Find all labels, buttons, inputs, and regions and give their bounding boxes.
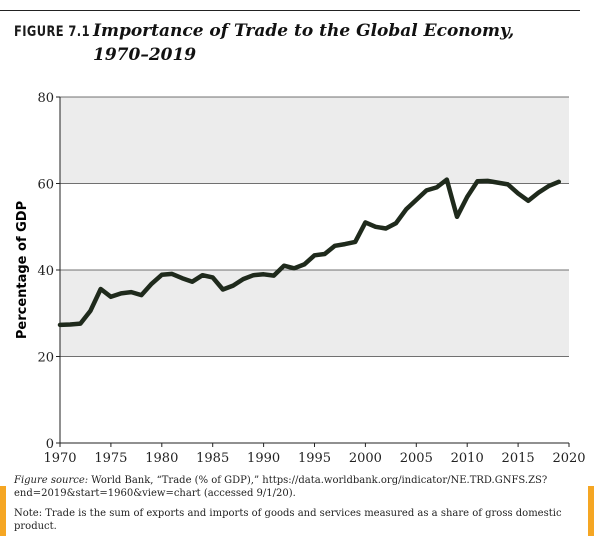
x-tick-label: 1990: [247, 451, 280, 466]
x-tick-label: 2020: [552, 451, 585, 466]
top-rule: [0, 10, 580, 11]
y-tick-label: 60: [37, 178, 54, 193]
y-axis-label: Percentage of GDP: [15, 201, 30, 339]
y-tick-label: 40: [37, 264, 54, 279]
x-tick-label: 1995: [298, 451, 331, 466]
y-tick-label: 80: [37, 91, 54, 106]
tick-labels: 0 20 40 60 80 1970 1975 1980 1985 1990 1995 2000 200…: [37, 91, 585, 466]
x-tick-label: 1985: [196, 451, 229, 466]
x-tick-label: 2005: [400, 451, 433, 466]
x-tick-label: 2010: [451, 451, 484, 466]
shaded-band: [60, 270, 569, 357]
right-accent-bar: [588, 486, 594, 536]
x-tick-label: 1975: [94, 451, 127, 466]
x-tick-label: 2000: [349, 451, 382, 466]
y-tick-label: 0: [46, 437, 54, 452]
caption-block: Figure source: World Bank, “Trade (% of …: [14, 474, 582, 540]
y-tick-label: 20: [37, 351, 54, 366]
x-tick-label: 1980: [145, 451, 178, 466]
figure-title: Importance of Trade to the Global Econom…: [93, 21, 515, 65]
shaded-bands: [60, 97, 569, 357]
left-accent-bar: [0, 486, 6, 536]
trade-line-chart: 0 20 40 60 80 1970 1975 1980 1985 1990 1995 2000 200…: [15, 91, 586, 466]
figure-note: Note: Trade is the sum of exports and im…: [14, 508, 562, 532]
source-lead: Figure source:: [14, 475, 89, 486]
series-line: [57, 177, 562, 328]
shaded-band: [60, 97, 569, 184]
x-tick-label: 1970: [43, 451, 76, 466]
source-text: World Bank, “Trade (% of GDP),” https://…: [14, 475, 548, 499]
x-tick-label: 2015: [502, 451, 535, 466]
figure-label: FIGURE 7.1: [14, 24, 90, 40]
gridlines: [60, 96, 569, 357]
figure-source: Figure source: World Bank, “Trade (% of …: [14, 474, 582, 500]
